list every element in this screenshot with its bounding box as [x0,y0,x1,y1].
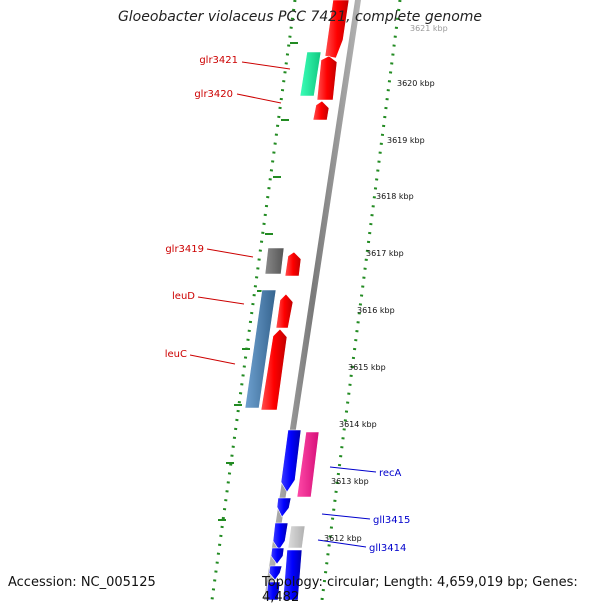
gene-labels: glr3421 glr3420 glr3419 leuD leuC recA g… [165,55,411,554]
gene-rev-3 [272,522,289,551]
gene-rev-2 [276,497,292,518]
tick-label: 3612 kbp [324,534,362,543]
tick-label: 3614 kbp [339,420,377,429]
accession-text: Accession: NC_005125 [8,575,156,590]
forward-strand-genes [260,0,350,411]
label-leader-lines [189,61,377,548]
gene-rev-1 [280,429,302,493]
gene-fwd-4 [284,251,302,277]
gene-fwd-1 [324,0,350,59]
outer-dotted-ring [320,0,402,600]
tick-label: 3615 kbp [348,363,386,372]
tick-label: 3621 kbp [410,24,448,33]
gene-gll3415 [287,525,306,549]
gene-rev-6 [265,581,281,600]
tick-label: 3620 kbp [397,79,435,88]
map-title: Gloeobacter violaceus PCC 7421, complete… [117,9,483,25]
gene-fwd-6 [260,328,288,411]
tick-label: 3618 kbp [376,192,414,201]
tick-label: 3616 kbp [357,306,395,315]
gene-glr3421 [299,51,322,97]
gene-label-leuC: leuC [165,349,187,360]
tick-label: 3613 kbp [331,477,369,486]
gene-label-gll3415: gll3415 [373,515,410,526]
gene-label-leuD: leuD [172,291,195,302]
gene-rev-5 [268,565,283,581]
tick-labels: 3621 kbp 3620 kbp 3619 kbp 3618 kbp 3617… [324,24,448,543]
inner-dotted-ring [210,0,297,600]
gene-recA [296,431,320,498]
reverse-strand-genes [265,429,303,600]
gene-label-gll3414: gll3414 [369,543,406,554]
gene-label-glr3420: glr3420 [194,89,233,100]
gene-fwd-3 [312,100,330,121]
gene-label-glr3419: glr3419 [165,244,204,255]
gene-fwd-5 [275,293,294,329]
tick-label: 3619 kbp [387,136,425,145]
gene-glr3419 [264,247,285,275]
gene-fwd-2 [316,55,338,101]
tick-label: 3617 kbp [366,249,404,258]
gene-leuD-leuC [244,289,277,409]
gene-label-recA: recA [379,468,402,479]
gene-rev-4 [270,547,285,565]
gene-label-glr3421: glr3421 [199,55,238,66]
gene-rev-7 [282,549,303,600]
topology-text: Topology: circular; Length: 4,659,019 bp… [262,575,578,605]
